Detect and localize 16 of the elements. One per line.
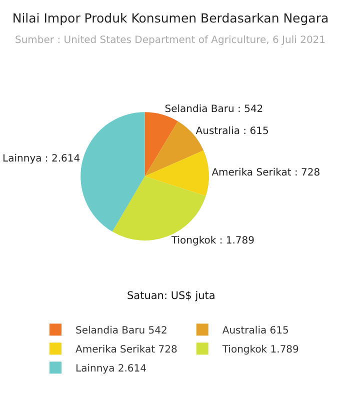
slice-label: Tiongkok : 1.789: [170, 236, 255, 247]
legend-label: Tiongkok 1.789: [221, 344, 299, 356]
chart-subtitle: Sumber : United States Department of Agriculture, 6 Juli 2021: [15, 35, 326, 46]
pie-slice: [80, 112, 145, 232]
legend-label: Amerika Serikat 728: [76, 344, 178, 356]
pie-slice: [144, 150, 209, 196]
legend-label: Selandia Baru 542: [76, 326, 168, 337]
chart-title: Nilai Impor Produk Konsumen Berdasarkan Negara: [12, 10, 329, 26]
slice-label: Amerika Serikat : 728: [212, 167, 320, 178]
slice-label: Australia : 615: [196, 126, 269, 137]
legend-label: Australia 615: [222, 326, 289, 337]
text: Satuan: US$ juta: [127, 290, 216, 302]
slice-label: Selandia Baru : 542: [164, 104, 264, 115]
slice-label: Lainnya : 2.614: [2, 154, 80, 165]
pie-slice: [144, 112, 178, 176]
legend-label: Lainnya 2.614: [76, 364, 147, 375]
